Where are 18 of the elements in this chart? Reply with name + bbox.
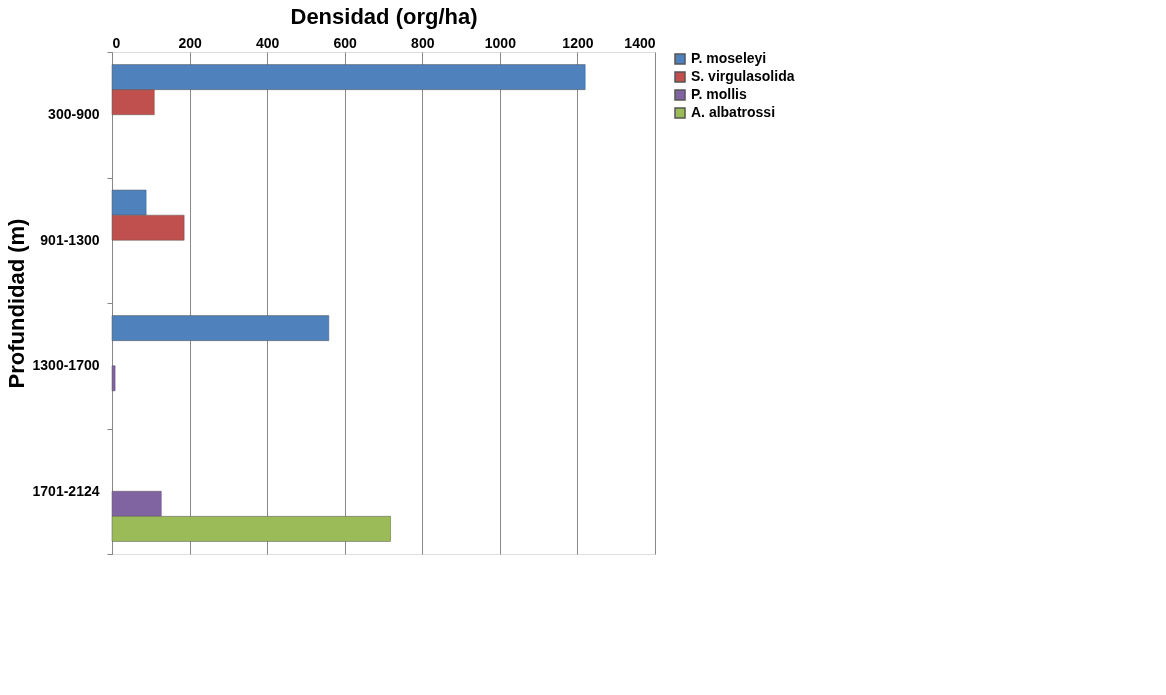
- y-tick-label: 901-1300: [40, 231, 100, 248]
- legend-label: S. virgulasolida: [691, 68, 795, 84]
- x-tick-label: 600: [333, 34, 358, 51]
- x-tick-label: 400: [255, 34, 280, 51]
- y-tick-label: 1701-2124: [32, 482, 100, 499]
- x-tick-label: 1000: [484, 34, 517, 51]
- x-axis-title: Densidad (org/ha): [290, 3, 478, 29]
- y-axis-title: Profundidad (m): [3, 218, 29, 389]
- x-tick-label: 0: [112, 34, 121, 51]
- x-tick-label: 1400: [624, 34, 656, 51]
- x-tick-label: 1200: [562, 34, 594, 51]
- x-tick-label: 800: [411, 34, 435, 51]
- legend-label: P. moseleyi: [691, 50, 767, 66]
- legend-label: A. albatrossi: [691, 104, 776, 120]
- legend-label: P. mollis: [691, 86, 747, 102]
- x-tick-label: 200: [178, 34, 202, 51]
- y-tick-label: 300-900: [48, 106, 100, 123]
- y-tick-label: 1300-1700: [32, 357, 100, 374]
